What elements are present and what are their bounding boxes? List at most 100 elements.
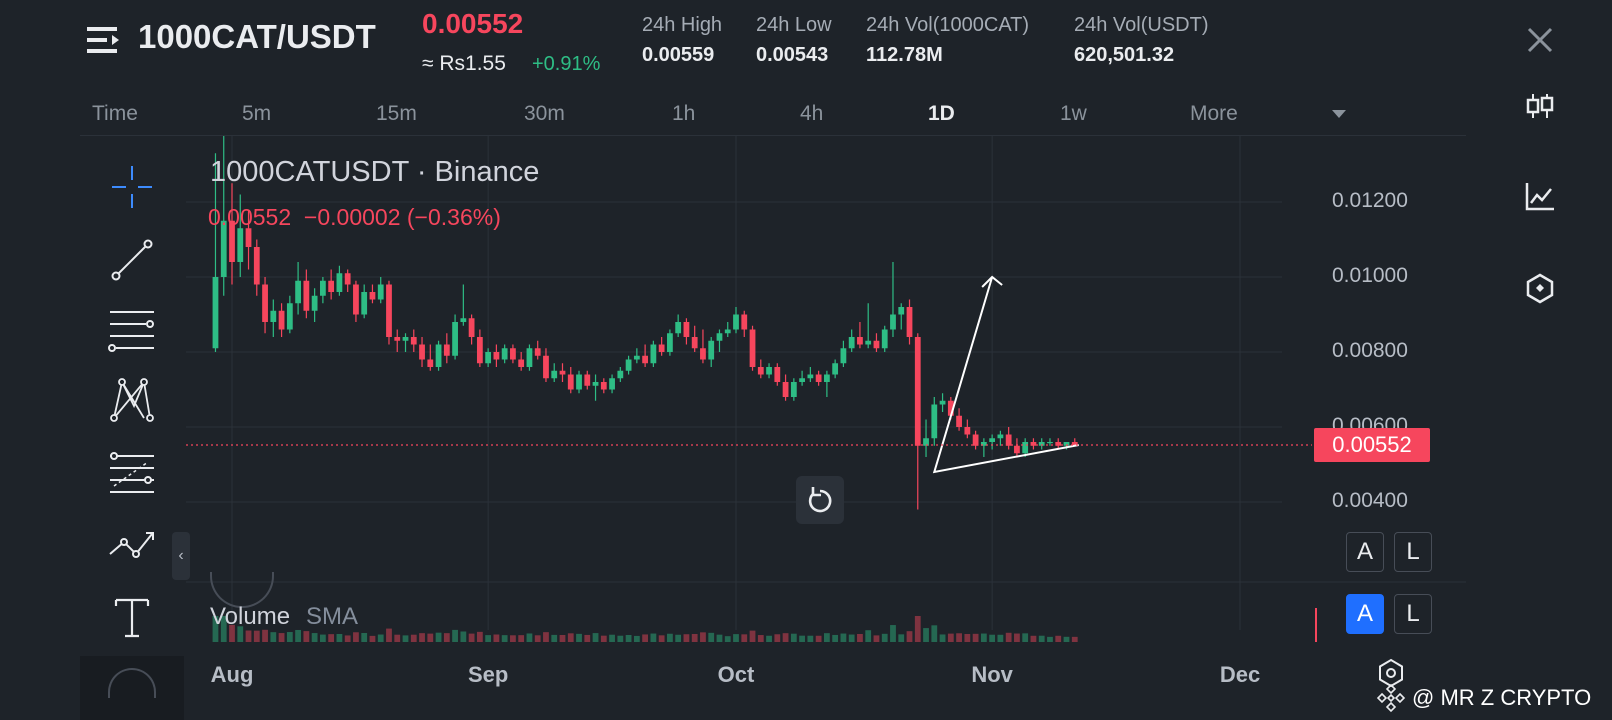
pair-title[interactable]: 1000CAT/USDT xyxy=(138,18,376,55)
volume-bar xyxy=(468,633,475,642)
x-tick-label: Nov xyxy=(971,662,1013,687)
candle xyxy=(972,430,979,450)
candle xyxy=(848,329,855,352)
volume-bar xyxy=(931,625,938,642)
candle-body xyxy=(757,367,764,375)
candle xyxy=(534,340,541,360)
volume-bar xyxy=(319,634,326,642)
candle xyxy=(501,344,508,364)
candle-body xyxy=(510,348,516,360)
candle-body xyxy=(898,307,905,315)
volume-bar xyxy=(782,633,789,642)
y-tick-label: 0.01000 xyxy=(1332,264,1408,287)
candle-body xyxy=(452,322,458,356)
candle-body xyxy=(270,310,277,322)
volume-bar xyxy=(278,633,285,642)
candle xyxy=(559,363,566,382)
volume-bar xyxy=(427,633,434,642)
price-chart[interactable] xyxy=(0,136,1612,720)
candle-body xyxy=(873,340,880,349)
caret-down-icon[interactable] xyxy=(1332,110,1346,118)
candle-body xyxy=(989,438,996,442)
auto-scale-button-volume[interactable]: A xyxy=(1346,594,1384,634)
candle-body xyxy=(319,280,326,296)
x-tick-label: Aug xyxy=(210,662,254,687)
text-tool-icon[interactable] xyxy=(106,594,158,642)
close-icon[interactable] xyxy=(1524,24,1556,56)
candle xyxy=(807,367,814,382)
candle xyxy=(361,284,368,319)
tab-1d[interactable]: 1D xyxy=(928,102,955,125)
volume-bar xyxy=(708,632,715,642)
candle xyxy=(815,370,822,386)
tab-30m[interactable]: 30m xyxy=(524,102,565,125)
last-price: 0.00552 xyxy=(422,8,524,39)
auto-scale-button-price[interactable]: A xyxy=(1346,532,1384,572)
candle-body xyxy=(476,337,483,364)
tab-1w[interactable]: 1w xyxy=(1060,102,1087,125)
volume-bar xyxy=(642,634,649,642)
hexagon-settings-icon[interactable] xyxy=(1524,272,1556,304)
horizontal-lines-icon[interactable] xyxy=(106,306,158,354)
candle-body xyxy=(675,322,682,334)
volume-bar xyxy=(724,636,731,642)
ohlc-change: −0.00002 xyxy=(303,204,401,230)
volume-bar xyxy=(295,629,301,642)
candle-body xyxy=(1038,442,1045,446)
candle-body xyxy=(1055,442,1062,446)
candle-body xyxy=(716,333,723,341)
candle-body xyxy=(427,359,434,367)
candle-body xyxy=(600,382,607,390)
log-scale-button-volume[interactable]: L xyxy=(1394,594,1432,634)
candle xyxy=(551,363,558,382)
binance-logo-icon xyxy=(1376,683,1406,713)
candle-body xyxy=(377,284,384,300)
candle-body xyxy=(691,337,698,349)
watermark-text: @ MR Z CRYPTO xyxy=(1412,685,1592,710)
volume-bar xyxy=(964,634,971,642)
candle-body xyxy=(923,438,929,446)
candle xyxy=(790,378,797,401)
watermark: @ MR Z CRYPTO xyxy=(1376,680,1591,716)
volume-bar xyxy=(353,632,359,642)
volume-bar xyxy=(683,634,690,642)
tab-5m[interactable]: 5m xyxy=(242,102,272,125)
tab-4h[interactable]: 4h xyxy=(800,102,824,125)
volume-bar xyxy=(435,632,442,642)
fib-retracement-icon[interactable] xyxy=(106,450,158,498)
reset-chart-button[interactable] xyxy=(796,476,844,524)
candle xyxy=(633,348,640,364)
log-scale-button-price[interactable]: L xyxy=(1394,532,1432,572)
tab-15m[interactable]: 15m xyxy=(376,102,417,125)
candle xyxy=(600,378,607,394)
tab-time[interactable]: Time xyxy=(92,102,138,125)
candle-body xyxy=(534,348,541,356)
stat-label-24h-vol-base: 24h Vol(1000CAT) xyxy=(866,14,1030,36)
volume-bar xyxy=(543,632,549,642)
candle xyxy=(906,299,913,345)
candle xyxy=(460,284,467,326)
trend-line-icon[interactable] xyxy=(106,236,158,284)
candle-body xyxy=(336,273,343,292)
candle xyxy=(980,438,987,457)
volume-bar xyxy=(369,635,376,642)
candle-body xyxy=(278,310,285,330)
candle-body xyxy=(559,370,566,375)
candle xyxy=(914,333,921,510)
tab-more[interactable]: More xyxy=(1190,102,1238,125)
candle-body xyxy=(931,404,938,439)
candle-body xyxy=(1063,442,1070,446)
candle xyxy=(319,277,326,304)
crosshair-icon[interactable] xyxy=(106,164,158,212)
candlestick-type-icon[interactable] xyxy=(1524,90,1556,122)
pattern-tool-icon[interactable] xyxy=(106,376,158,424)
volume-bar xyxy=(245,630,252,642)
path-tool-icon[interactable] xyxy=(106,524,158,572)
candle xyxy=(377,277,384,304)
collapse-toolbar-button[interactable]: ‹ xyxy=(172,532,190,580)
candle xyxy=(873,333,880,352)
menu-icon[interactable] xyxy=(86,24,122,56)
tab-1h[interactable]: 1h xyxy=(672,102,696,125)
candle-body xyxy=(1005,434,1012,446)
indicators-icon[interactable] xyxy=(1524,180,1556,212)
